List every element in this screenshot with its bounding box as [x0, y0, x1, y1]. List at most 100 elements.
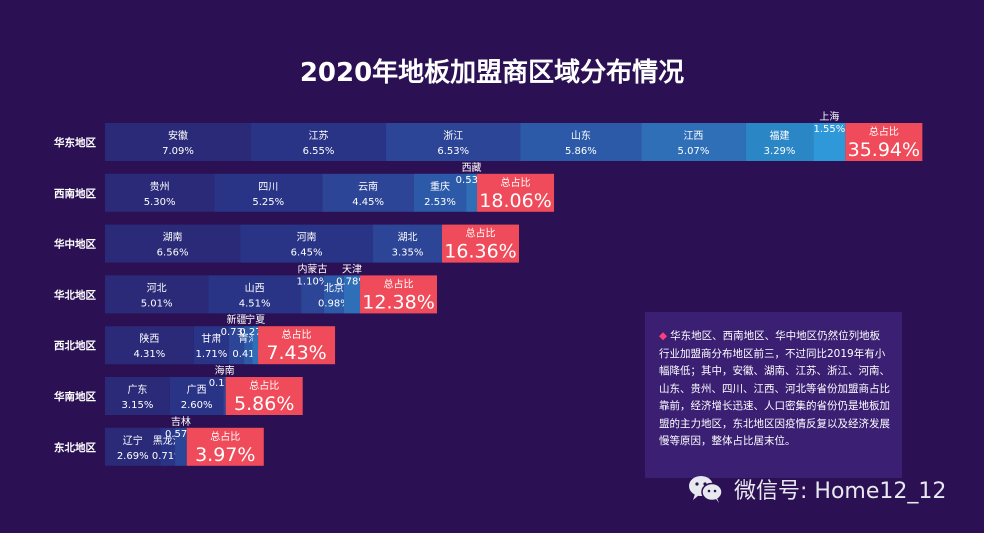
bar-segment: [105, 427, 161, 466]
region-label: 华东地区: [54, 136, 96, 149]
segment-value-label: 4.51%: [239, 298, 271, 309]
segment-value-label: 0.53%: [456, 175, 488, 186]
segment-value-label: 0.41%: [232, 349, 264, 360]
total-caption: 总占比: [501, 176, 531, 189]
segment-name-label: 新疆: [227, 313, 247, 326]
segment-name-label: 云南: [358, 180, 378, 193]
segment-name-label: 天津: [342, 263, 362, 275]
bar-segment: [323, 275, 344, 314]
segment-name-label: 山西: [245, 282, 265, 294]
total-value: 35.94%: [848, 139, 920, 161]
region-label: 华南地区: [54, 390, 96, 403]
bar-segment: [223, 377, 226, 415]
segment-name-label: 江苏: [309, 129, 329, 142]
segment-value-label: 1.71%: [196, 349, 228, 360]
total-caption: 总占比: [249, 379, 279, 392]
segment-name-label: 广西: [187, 384, 207, 396]
bar-segment: [193, 326, 230, 365]
segment-value-label: 5.25%: [252, 197, 284, 208]
bar-segment: [160, 427, 176, 466]
segment-name-label: 河北: [147, 282, 167, 294]
segment-name-label: 贵州: [150, 180, 170, 193]
region-label: 华中地区: [54, 238, 96, 251]
total-box: [186, 427, 264, 466]
segment-value-label: 5.07%: [678, 146, 710, 157]
bar-segment: [414, 173, 467, 212]
segment-value-label: 7.09%: [162, 146, 194, 157]
segment-value-label: 0.98%: [318, 298, 350, 309]
bar-segment: [105, 377, 170, 415]
bar-segment: [105, 123, 252, 161]
chart-title: 2020年地板加盟商区域分布情况: [299, 58, 685, 88]
segment-name-label: 海南: [215, 364, 235, 377]
segment-value-label: 2.60%: [181, 400, 213, 411]
segment-value-label: 4.45%: [352, 197, 384, 208]
segment-name-label: 重庆: [430, 180, 450, 193]
diamond-bullet-icon: ◆: [659, 330, 668, 342]
segment-value-label: 1.55%: [814, 124, 846, 135]
segment-value-label: 5.01%: [141, 298, 173, 309]
summary-note: ◆ 华东地区、西南地区、华中地区仍然位列地板行业加盟商分布地区前三，不过同比201…: [645, 312, 902, 478]
segment-value-label: 4.31%: [134, 349, 166, 360]
total-value: 16.36%: [444, 241, 516, 263]
total-box: [442, 224, 520, 263]
segment-name-label: 江西: [683, 130, 703, 142]
bar-segment: [251, 123, 386, 161]
bar-segment: [169, 377, 224, 415]
summary-note-text: 华东地区、西南地区、华中地区仍然位列地板行业加盟商分布地区前三，不过同比2019…: [659, 330, 890, 447]
bar-segment: [105, 224, 241, 263]
watermark: 微信号: Home12_12: [688, 472, 946, 506]
total-box: [845, 123, 923, 161]
segment-value-label: 6.45%: [291, 248, 323, 259]
bar-segment: [244, 326, 253, 365]
total-value: 7.43%: [266, 342, 326, 364]
segment-name-label: 甘肃: [201, 332, 221, 345]
total-box: [258, 326, 336, 365]
total-value: 5.86%: [234, 393, 294, 415]
segment-name-label: 吉林: [171, 415, 191, 428]
segment-name-label: 四川: [258, 182, 278, 193]
segment-name-label: 广东: [127, 383, 147, 396]
bar-segment: [466, 173, 478, 212]
region-label: 华北地区: [54, 288, 96, 301]
bar-segment: [301, 275, 324, 314]
segment-name-label: 福建: [770, 129, 790, 142]
bar-segment: [813, 123, 846, 161]
segment-value-label: 0.78%: [336, 276, 368, 287]
segment-name-label: 浙江: [443, 130, 463, 142]
bar-segment: [373, 224, 443, 263]
segment-value-label: 0.27%: [239, 327, 271, 338]
total-box: [225, 377, 303, 415]
segment-name-label: 陕西: [139, 332, 159, 345]
segment-name-label: 北京: [324, 281, 344, 294]
total-caption: 总占比: [210, 430, 240, 443]
bar-segment: [252, 326, 259, 365]
bar-segment: [385, 123, 521, 161]
segment-value-label: 3.35%: [392, 248, 424, 259]
bar-segment: [105, 275, 209, 314]
segment-name-label: 河南: [297, 231, 317, 244]
segment-value-label: 3.29%: [764, 146, 796, 157]
bar-segment: [240, 224, 374, 263]
total-caption: 总占比: [384, 277, 414, 290]
segment-value-label: 5.86%: [565, 146, 597, 157]
wechat-icon: [689, 476, 723, 503]
segment-value-label: 1.10%: [297, 276, 329, 287]
bar-segment: [322, 173, 414, 212]
segment-value-label: 2.53%: [424, 197, 456, 208]
total-value: 18.06%: [479, 190, 551, 212]
segment-value-label: 5.30%: [144, 197, 176, 208]
bar-segment: [208, 275, 302, 314]
segment-name-label: 上海: [819, 110, 839, 123]
bar-segment: [343, 275, 361, 314]
total-value: 12.38%: [362, 291, 434, 313]
segment-value-label: 6.55%: [303, 146, 335, 157]
segment-value-label: 2.69%: [117, 451, 149, 462]
bar-segment: [105, 326, 194, 365]
total-value: 3.97%: [195, 444, 255, 466]
segment-value-label: 6.56%: [157, 248, 189, 259]
segment-name-label: 安徽: [168, 129, 188, 142]
segment-value-label: 0.11%: [209, 378, 241, 389]
segment-name-label: 湖北: [398, 232, 418, 244]
